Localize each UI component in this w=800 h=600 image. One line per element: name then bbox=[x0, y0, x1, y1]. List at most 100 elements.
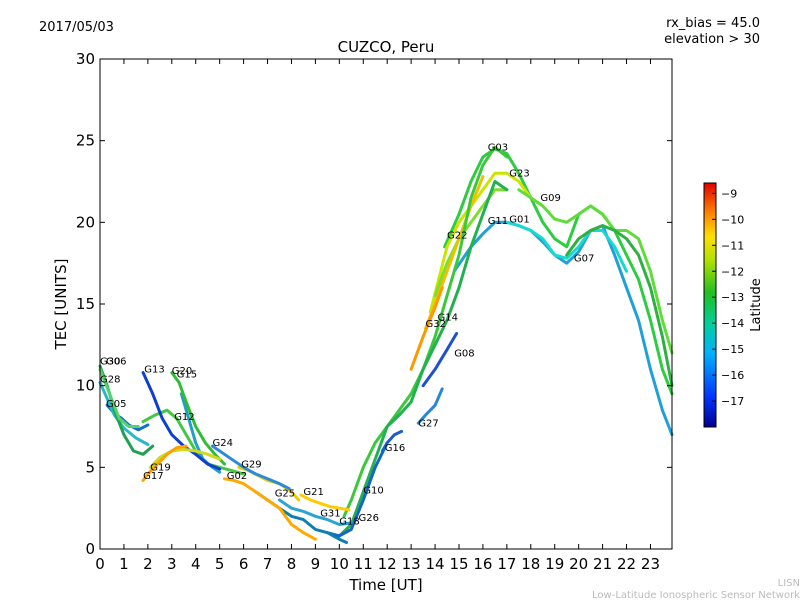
series-g24 bbox=[211, 444, 291, 491]
colorbar-tick-label: −17 bbox=[721, 395, 744, 408]
y-tick-label: 20 bbox=[76, 213, 95, 231]
satellite-label-g01: G01 bbox=[509, 214, 529, 225]
satellite-label-g05: G05 bbox=[106, 399, 126, 410]
colorbar-tick-label: −11 bbox=[721, 239, 744, 252]
satellite-label-g27: G27 bbox=[418, 419, 438, 430]
satellite-label-g20: G20 bbox=[172, 366, 192, 377]
satellite-label-g24: G24 bbox=[213, 438, 233, 449]
satellite-label-g11: G11 bbox=[488, 216, 508, 227]
satellite-label-g09: G09 bbox=[540, 193, 560, 204]
satellite-label-g13: G13 bbox=[144, 365, 164, 376]
satellite-label-g07: G07 bbox=[574, 254, 594, 265]
colorbar-ticks: −9 −10 −11 −12 −13 −14 −15 −16 −17 bbox=[712, 187, 744, 408]
series-layer bbox=[98, 145, 674, 544]
x-tick-label: 10 bbox=[330, 555, 349, 573]
series-g13 bbox=[141, 371, 222, 471]
x-tick-label: 20 bbox=[569, 555, 588, 573]
series-g20 bbox=[170, 371, 226, 466]
satellite-label-g25: G25 bbox=[275, 489, 295, 500]
series-g02 bbox=[223, 477, 317, 541]
satellite-label-g17: G17 bbox=[143, 471, 163, 482]
satellite-label-g16: G16 bbox=[385, 443, 405, 454]
satellite-label-g02: G02 bbox=[227, 471, 247, 482]
series-g17 bbox=[141, 444, 188, 482]
x-axis: 0 1 2 3 4 5 6 7 8 9 10 11 12 13 14 15 16 17 18 19 20 21 22 23 bbox=[95, 59, 660, 573]
satellite-label-g23: G23 bbox=[509, 169, 529, 180]
y-axis: 0 5 10 15 20 25 30 bbox=[76, 50, 672, 558]
plot-frame bbox=[99, 58, 673, 550]
series-g19 bbox=[148, 447, 222, 469]
series-g11 bbox=[452, 220, 674, 437]
x-tick-label: 11 bbox=[354, 555, 373, 573]
satellite-label-g10: G10 bbox=[363, 486, 383, 497]
satellite-label-g22: G22 bbox=[447, 231, 467, 242]
date-label: 2017/05/03 bbox=[39, 20, 114, 35]
x-tick-label: 7 bbox=[263, 555, 273, 573]
series-g22 bbox=[433, 188, 509, 298]
series-g21 bbox=[299, 493, 351, 512]
x-tick-label: 1 bbox=[119, 555, 129, 573]
x-tick-label: 23 bbox=[641, 555, 660, 573]
satellite-label-g21: G21 bbox=[303, 487, 323, 498]
x-tick-label: 15 bbox=[449, 555, 468, 573]
satellite-label-g31: G31 bbox=[320, 508, 340, 519]
x-tick-label: 19 bbox=[545, 555, 564, 573]
satellite-label-g29: G29 bbox=[241, 459, 261, 470]
y-tick-label: 15 bbox=[76, 295, 95, 313]
footer-org-short: LISN bbox=[778, 578, 800, 589]
footer-org-long: Low-Latitude Ionospheric Sensor Network bbox=[592, 590, 800, 600]
series-g27 bbox=[416, 387, 444, 425]
x-tick-label: 3 bbox=[167, 555, 177, 573]
colorbar-tick-label: −16 bbox=[721, 369, 744, 382]
colorbar bbox=[703, 182, 717, 428]
series-g03 bbox=[443, 147, 674, 396]
x-tick-label: 9 bbox=[311, 555, 321, 573]
series-g06 bbox=[98, 367, 140, 428]
x-tick-label: 16 bbox=[473, 555, 492, 573]
x-tick-label: 12 bbox=[378, 555, 397, 573]
x-tick-label: 21 bbox=[593, 555, 612, 573]
series-g08 bbox=[421, 331, 459, 388]
series-g31 bbox=[278, 498, 353, 526]
x-tick-label: 14 bbox=[426, 555, 445, 573]
series-g23 bbox=[428, 171, 545, 314]
satellite-label-g06: G06 bbox=[106, 356, 126, 367]
y-tick-label: 5 bbox=[85, 458, 95, 476]
satellite-label-g30: G30 bbox=[100, 356, 120, 367]
satellite-label-g08: G08 bbox=[454, 348, 474, 359]
bias-label: rx_bias = 45.0 bbox=[666, 16, 760, 31]
x-tick-label: 5 bbox=[215, 555, 225, 573]
series-g32 bbox=[409, 286, 444, 371]
y-tick-label: 0 bbox=[85, 540, 95, 558]
satellite-label-g03: G03 bbox=[488, 143, 508, 154]
x-tick-label: 17 bbox=[497, 555, 516, 573]
x-tick-label: 0 bbox=[95, 555, 105, 573]
satellite-label-g18: G18 bbox=[339, 517, 359, 528]
colorbar-tick-label: −12 bbox=[721, 265, 744, 278]
satellite-label-g28: G28 bbox=[100, 374, 120, 385]
colorbar-tick-label: −15 bbox=[721, 343, 744, 356]
x-tick-label: 2 bbox=[143, 555, 153, 573]
elevation-label: elevation > 30 bbox=[664, 32, 760, 47]
satellite-label-g32: G32 bbox=[426, 319, 446, 330]
x-tick-label: 4 bbox=[191, 555, 201, 573]
x-axis-label: Time [UT] bbox=[348, 576, 422, 594]
series-g01 bbox=[505, 220, 628, 273]
satellite-label-g19: G19 bbox=[150, 463, 170, 474]
satellite-label-g12: G12 bbox=[174, 412, 194, 423]
x-tick-label: 22 bbox=[617, 555, 636, 573]
series-g09 bbox=[517, 188, 674, 355]
x-tick-label: 18 bbox=[521, 555, 540, 573]
series-g18 bbox=[325, 441, 389, 538]
colorbar-tick-label: −9 bbox=[721, 187, 737, 200]
y-tick-label: 25 bbox=[76, 132, 95, 150]
y-axis-label: TEC [UNITS] bbox=[52, 259, 70, 351]
series-g07 bbox=[565, 224, 674, 388]
colorbar-tick-label: −13 bbox=[721, 291, 744, 304]
y-tick-label: 30 bbox=[76, 50, 95, 68]
y-tick-label: 10 bbox=[76, 377, 95, 395]
x-tick-label: 8 bbox=[287, 555, 297, 573]
x-tick-label: 6 bbox=[239, 555, 249, 573]
